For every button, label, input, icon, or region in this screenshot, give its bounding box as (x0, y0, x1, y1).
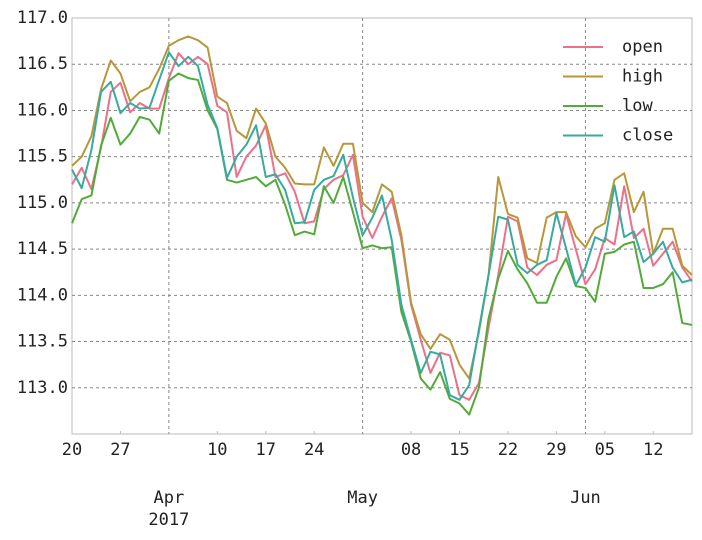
y-tick-label: 116.5 (17, 54, 68, 74)
x-tick-label: 27 (110, 440, 130, 460)
x-major-label: Jun (570, 488, 601, 508)
y-tick-label: 113.0 (17, 378, 68, 398)
y-tick-label: 117.0 (17, 8, 68, 28)
x-tick-label: 20 (62, 440, 82, 460)
series-line (71, 72, 693, 416)
x-tick-label: 29 (546, 440, 566, 460)
x-tick-label: 10 (207, 440, 227, 460)
legend-label: open (622, 37, 663, 57)
plot-area (71, 17, 693, 435)
y-tick-label: 115.5 (17, 147, 68, 167)
x-major-label: Apr (154, 488, 185, 508)
x-major-sublabel: 2017 (148, 510, 189, 530)
legend-label: close (622, 126, 673, 146)
series-line (71, 51, 693, 401)
x-tick-label: 12 (643, 440, 663, 460)
y-tick-label: 116.0 (17, 100, 68, 120)
y-tick-label: 114.5 (17, 239, 68, 259)
x-tick-label: 22 (498, 440, 518, 460)
x-tick-label: 05 (595, 440, 615, 460)
x-tick-label: 15 (449, 440, 469, 460)
y-tick-label: 114.0 (17, 285, 68, 305)
x-tick-label: 24 (304, 440, 324, 460)
x-major-label: May (347, 488, 378, 508)
legend-label: high (622, 67, 663, 87)
legend-label: low (622, 96, 653, 116)
series-line (71, 35, 693, 380)
x-tick-label: 17 (256, 440, 276, 460)
y-tick-label: 113.5 (17, 332, 68, 352)
x-tick-label: 08 (401, 440, 421, 460)
y-tick-label: 115.0 (17, 193, 68, 213)
